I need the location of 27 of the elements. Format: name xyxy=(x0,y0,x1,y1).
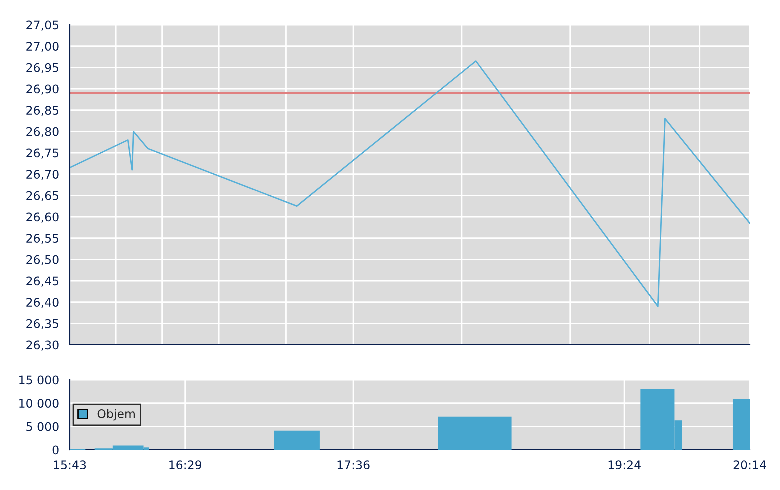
y-tick-label: 26,85 xyxy=(26,106,59,116)
line-series xyxy=(70,60,750,308)
y-tick-label: 0 xyxy=(52,446,59,455)
y-tick-label: 26,30 xyxy=(26,340,59,351)
y-tick-label: 26,65 xyxy=(26,191,59,202)
x-tick-label: 16:29 xyxy=(170,460,202,470)
y-tick-label: 26,95 xyxy=(26,63,59,74)
y-tick-label: 15 000 xyxy=(20,376,59,385)
x-tick-label: 19:24 xyxy=(608,460,641,470)
y-tick-label: 27,00 xyxy=(26,42,59,52)
y-tick-label: 26,90 xyxy=(26,84,59,95)
y-tick-label: 5 000 xyxy=(26,422,59,432)
y-tick-label: 26,45 xyxy=(26,276,59,287)
y-tick-label: 27,05 xyxy=(26,20,59,31)
x-tick-label: 15:43 xyxy=(54,460,86,470)
x-tick-label: 20:14 xyxy=(734,460,766,470)
x-tick-label: 17:36 xyxy=(338,460,370,470)
y-tick-label: 26,75 xyxy=(26,148,59,159)
y-tick-label: 26,35 xyxy=(26,319,59,330)
y-tick-label: 26,80 xyxy=(26,127,59,138)
y-tick-label: 26,40 xyxy=(26,298,59,308)
legend-label: Objem xyxy=(98,409,135,421)
y-tick-label: 26,60 xyxy=(26,212,59,223)
y-tick-label: 26,70 xyxy=(26,170,59,180)
y-tick-label: 26,55 xyxy=(26,234,59,244)
y-tick-label: 10 000 xyxy=(20,399,59,408)
y-tick-label: 26,50 xyxy=(26,255,59,266)
